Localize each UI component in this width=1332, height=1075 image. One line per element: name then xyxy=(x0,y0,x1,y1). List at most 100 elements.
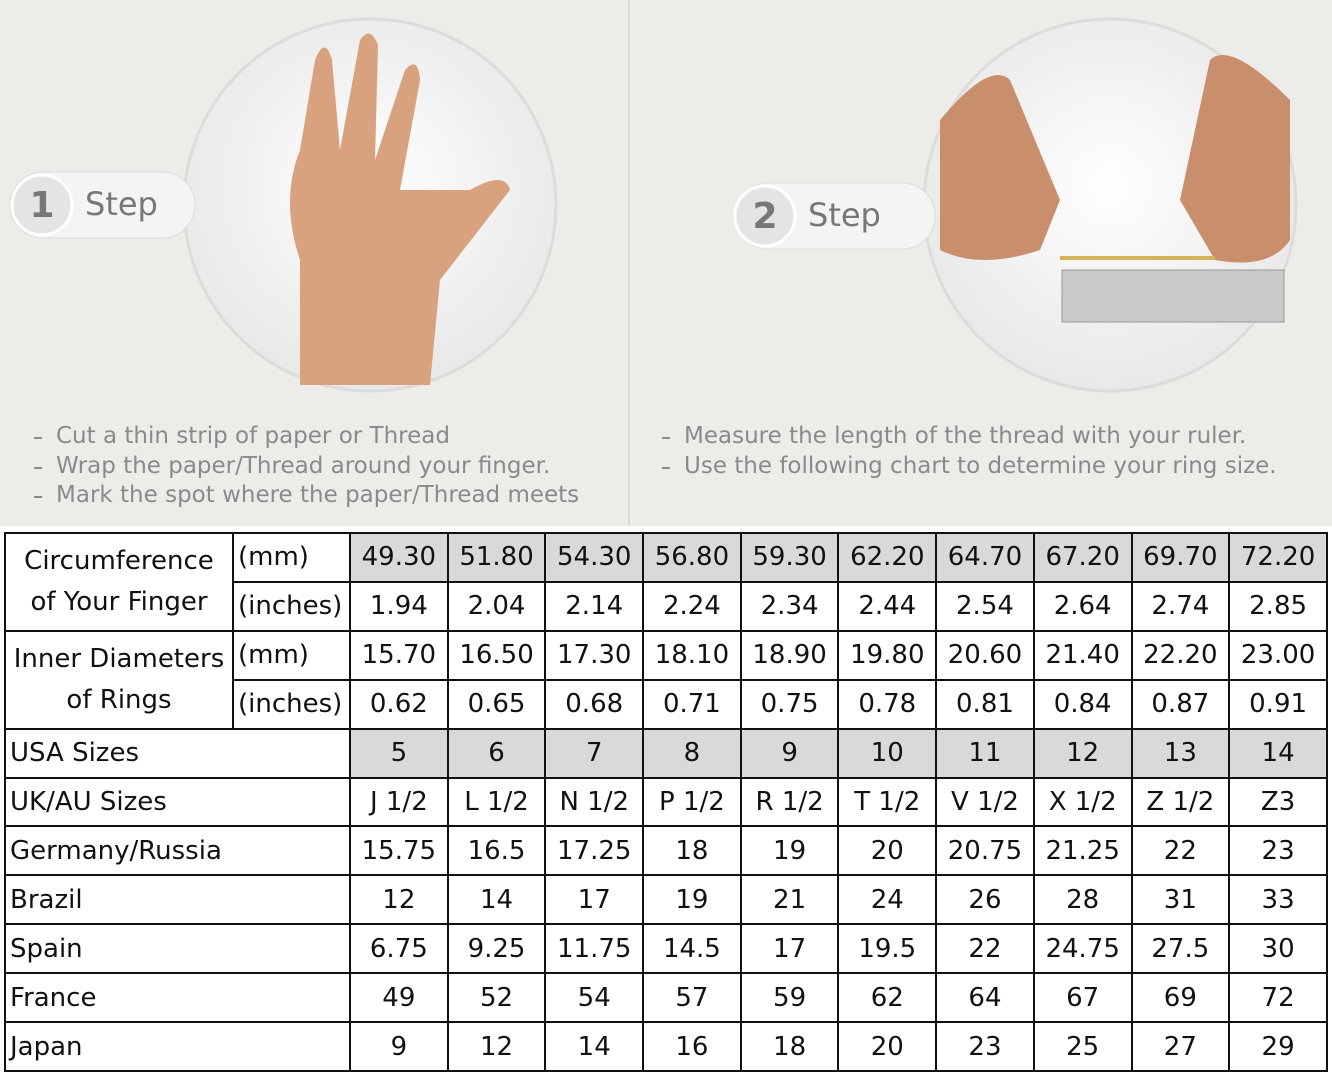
table-cell: 52 xyxy=(446,972,547,1024)
table-cell: 0.78 xyxy=(837,678,938,730)
label-line: Circumference xyxy=(24,545,214,576)
table-cell: 14 xyxy=(1228,727,1328,779)
unit-label: (mm) xyxy=(232,629,351,681)
table-cell: 56.80 xyxy=(642,532,742,583)
table-row: Germany/Russia 15.75 16.5 17.25 18 19 20 20.75 2… xyxy=(4,825,1328,877)
table-cell: 27.5 xyxy=(1130,923,1231,975)
table-cell: 2.14 xyxy=(544,580,645,632)
table-cell: 19 xyxy=(739,825,840,877)
table-cell: 19.5 xyxy=(837,923,938,975)
table-cell: 15.75 xyxy=(349,825,449,877)
table-cell: X 1/2 xyxy=(1032,776,1133,828)
table-row: Circumference of Your Finger (mm) 49.30 51.8… xyxy=(4,532,1328,632)
table-cell: 9 xyxy=(349,1021,449,1072)
instruction: Mark the spot where the paper/Thread mee… xyxy=(32,481,579,511)
table-row: Brazil 12 14 17 19 21 24 26 28 31 33 xyxy=(4,874,1328,926)
table-cell: 27 xyxy=(1130,1021,1231,1072)
step-label: Step xyxy=(85,185,158,223)
table-cell: 33 xyxy=(1228,874,1328,926)
table-cell: 54.30 xyxy=(544,532,645,583)
row-label: UK/AU Sizes xyxy=(4,776,351,828)
table-cell: 0.71 xyxy=(642,678,742,730)
table-cell: 2.54 xyxy=(935,580,1035,632)
table-cell: V 1/2 xyxy=(935,776,1035,828)
table-cell: 2.24 xyxy=(642,580,742,632)
table-cell: 20.75 xyxy=(935,825,1035,877)
table-cell: 15.70 xyxy=(349,629,449,681)
table-cell: 69.70 xyxy=(1130,532,1231,583)
row-label: Spain xyxy=(4,923,351,975)
table-cell: T 1/2 xyxy=(837,776,938,828)
hand xyxy=(940,75,1060,260)
table-cell: 5 xyxy=(349,727,449,779)
table-cell: 30 xyxy=(1228,923,1328,975)
step-number-circle xyxy=(733,184,797,248)
table-cell: 8 xyxy=(642,727,742,779)
table-cell: 17 xyxy=(544,874,645,926)
table-cell: 72 xyxy=(1228,972,1328,1024)
table-cell: 21.40 xyxy=(1032,629,1133,681)
hand xyxy=(290,33,510,386)
table-cell: 7 xyxy=(544,727,645,779)
table-cell: 72.20 xyxy=(1228,532,1328,583)
table-cell: 2.74 xyxy=(1130,580,1231,632)
table-cell: 23 xyxy=(935,1021,1035,1072)
table-cell: 12 xyxy=(446,1021,547,1072)
table-cell: R 1/2 xyxy=(739,776,840,828)
table-cell: 16.50 xyxy=(446,629,547,681)
table-cell: 64 xyxy=(935,972,1035,1024)
table-cell: 14.5 xyxy=(642,923,742,975)
table-cell: 9 xyxy=(739,727,840,779)
table-cell: 49.30 xyxy=(349,532,449,583)
table-cell: 67.20 xyxy=(1032,532,1133,583)
table-cell: Z3 xyxy=(1228,776,1328,828)
table-cell: 18.90 xyxy=(739,629,840,681)
table-cell: L 1/2 xyxy=(446,776,547,828)
table-cell: 26 xyxy=(935,874,1035,926)
table-cell: 13 xyxy=(1130,727,1231,779)
step-number: 2 xyxy=(752,196,777,237)
table-cell: 14 xyxy=(446,874,547,926)
table-row: UK/AU Sizes J 1/2 L 1/2 N 1/2 P 1/2 R 1/2 T 1/… xyxy=(4,776,1328,828)
table-cell: 14 xyxy=(544,1021,645,1072)
row-label: France xyxy=(4,972,351,1024)
table-cell: 62 xyxy=(837,972,938,1024)
row-label: Brazil xyxy=(4,874,351,926)
table-cell: 22 xyxy=(1130,825,1231,877)
table-cell: 0.84 xyxy=(1032,678,1133,730)
ruler xyxy=(1061,269,1285,323)
table-cell: 64.70 xyxy=(935,532,1035,583)
table-cell: 24.75 xyxy=(1032,923,1133,975)
table-cell: 54 xyxy=(544,972,645,1024)
table-cell: 17 xyxy=(739,923,840,975)
unit-label: (inches) xyxy=(232,580,351,632)
table-cell: 12 xyxy=(1032,727,1133,779)
table-cell: 9.25 xyxy=(446,923,547,975)
table-cell: 24 xyxy=(837,874,938,926)
instructions-panel: 1 Step 2 Step Cut a thin strip of paper … xyxy=(0,0,1332,526)
table-cell: 51.80 xyxy=(446,532,547,583)
instruction-list: Cut a thin strip of paper or Thread Wrap … xyxy=(32,422,579,511)
table-row: France 49 52 54 57 59 62 64 67 69 72 xyxy=(4,972,1328,1024)
table-cell: 2.85 xyxy=(1228,580,1328,632)
table-cell: 16 xyxy=(642,1021,742,1072)
table-cell: 1.94 xyxy=(349,580,449,632)
table-cell: 29 xyxy=(1228,1021,1328,1072)
table-cell: 17.25 xyxy=(544,825,645,877)
table-cell: 12 xyxy=(349,874,449,926)
label-line: of Your Finger xyxy=(30,586,208,617)
table-cell: 2.44 xyxy=(837,580,938,632)
table-cell: 11 xyxy=(935,727,1035,779)
table-row: (inches) 1.94 2.04 2.14 2.24 2.34 2.44 2.54 2.64… xyxy=(5,580,1328,632)
table-cell: 18 xyxy=(642,825,742,877)
row-label: USA Sizes xyxy=(4,727,351,779)
table-cell: 22 xyxy=(935,923,1035,975)
table-cell: 2.34 xyxy=(739,580,840,632)
table-cell: 23 xyxy=(1228,825,1328,877)
instruction: Cut a thin strip of paper or Thread xyxy=(32,422,579,452)
table-cell: 28 xyxy=(1032,874,1133,926)
table-cell: 0.91 xyxy=(1228,678,1328,730)
table-cell: 6.75 xyxy=(349,923,449,975)
table-row: Spain 6.75 9.25 11.75 14.5 17 19.5 22 24.75 27.5 3… xyxy=(4,923,1328,975)
